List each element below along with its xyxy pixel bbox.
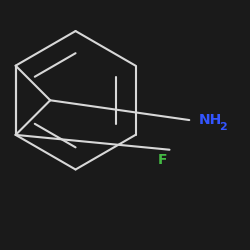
Text: F: F: [157, 152, 167, 166]
Text: NH: NH: [199, 113, 222, 127]
Text: 2: 2: [220, 122, 227, 132]
